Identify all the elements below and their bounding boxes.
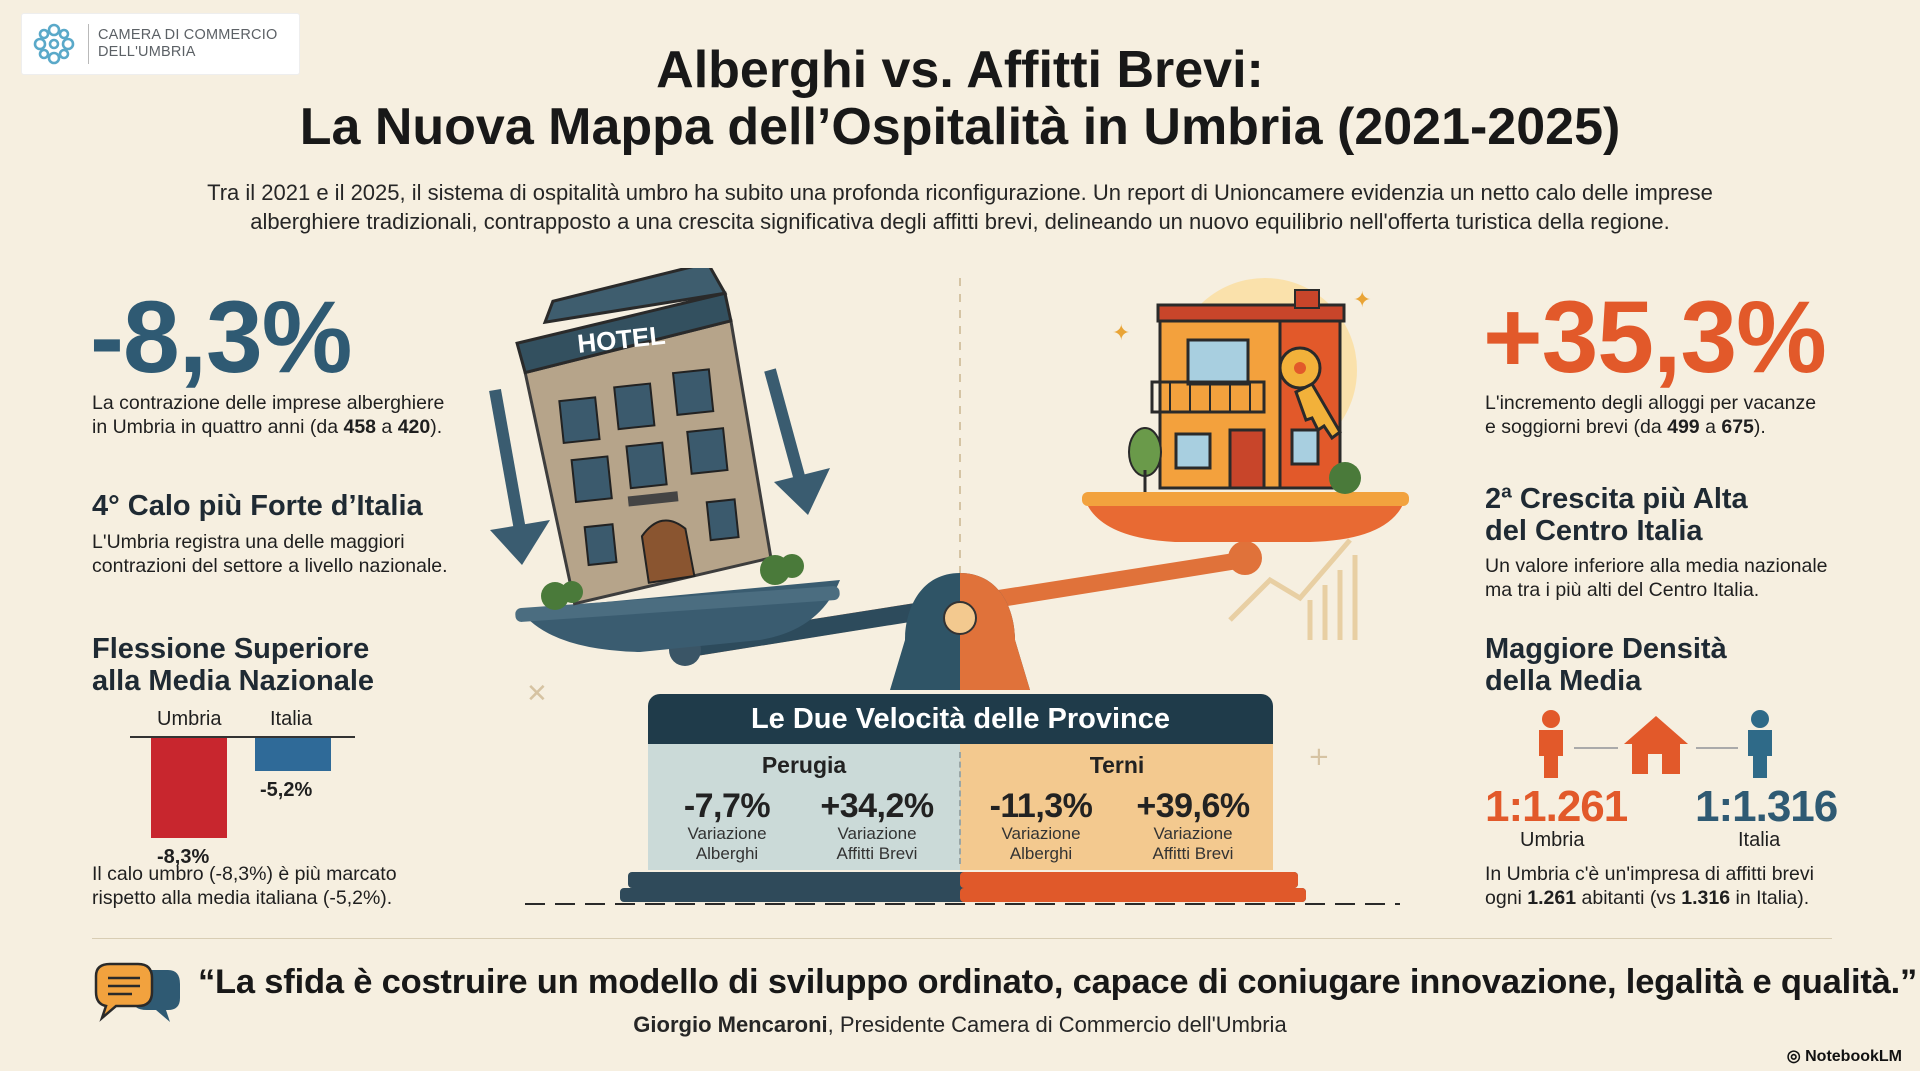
italia-bar-label: Italia [270,708,313,730]
down-arrow-icon [489,368,830,565]
terni-name: Terni [1089,752,1145,778]
quote-author: Giorgio Mencaroni, Presidente Camera di … [0,1012,1920,1038]
density-icons [1539,710,1772,778]
umbria-density-ratio: 1:1.261 [1485,782,1628,831]
perugia-alberghi-label: Variazione Alberghi [687,824,767,863]
logo-separator [88,24,89,64]
bar-baseline [130,736,355,738]
second-growth-description: Un valore inferiore alla media nazionale… [1485,555,1828,601]
house-small-icon [1624,716,1688,774]
svg-text:✦: ✦ [1353,288,1371,313]
terni-affitti-value: +39,6% [1136,787,1250,825]
fourth-decline-description: L'Umbria registra una delle maggiori cont… [92,531,448,577]
quote-divider [92,938,1832,939]
key-icon [1278,346,1342,441]
flessione-heading: Flessione Superiore alla Media Nazionale [92,633,375,697]
hotel-building-icon: HOTEL [515,268,773,606]
title-line-2: La Nuova Mappa dell’Ospitalità in Umbria… [299,98,1621,156]
intro-line-1: Tra il 2021 e il 2025, il sistema di osp… [207,180,1713,205]
umbria-bar [151,738,227,838]
notebooklm-icon: ◎ [1786,1048,1806,1065]
svg-text:✦: ✦ [1112,321,1130,346]
quote-text: “La sfida è costruire un modello di svil… [198,963,1918,1001]
umbria-bar-value: -8,3% [157,846,210,868]
decline-comparison-chart: Umbria Italia -8,3% -5,2% [125,706,365,868]
perugia-alberghi-value: -7,7% [683,787,771,825]
density-note: In Umbria c'è un'impresa di affitti brev… [1485,863,1814,909]
umbria-bar-label: Umbria [157,708,222,730]
umbria-density-label: Umbria [1520,829,1585,851]
density-heading: Maggiore Densità della Media [1485,633,1727,697]
perugia-panel [648,744,960,870]
right-pan [1085,500,1405,542]
italia-density-ratio: 1:1.316 [1695,782,1838,831]
second-growth-heading: 2ª Crescita più Alta del Centro Italia [1485,483,1748,547]
fourth-decline-heading: 4° Calo più Forte d’Italia [92,490,423,522]
chamber-logo-icon [33,23,75,65]
hotel-decline-stat: -8,3% [90,280,352,394]
intro-line-2: alberghiere tradizionali, contrapposto a… [250,209,1670,234]
hotel-decline-description: La contrazione delle imprese alberghiere… [92,392,445,438]
provinces-divider [959,752,961,864]
logo-line-1: CAMERA DI COMMERCIO [98,27,278,43]
italia-density-label: Italia [1738,829,1781,851]
terni-affitti-label: Variazione Affitti Brevi [1152,824,1234,863]
perugia-affitti-label: Variazione Affitti Brevi [836,824,918,863]
growth-chart-icon [1228,538,1358,640]
provinces-panel: Le Due Velocità delle Province Perugia T… [648,694,1273,870]
italia-bar [255,738,331,772]
terni-panel [960,744,1273,870]
terni-alberghi-value: -11,3% [989,787,1093,825]
italia-bar-value: -5,2% [260,779,313,802]
svg-text:+: + [1308,742,1330,772]
svg-text:✕: ✕ [526,679,548,709]
intro-paragraph: Tra il 2021 e il 2025, il sistema di osp… [150,178,1770,236]
perugia-affitti-value: +34,2% [820,787,934,825]
tree-icon [1128,427,1162,492]
rental-growth-description: L'incremento degli alloggi per vacanze e… [1485,392,1817,438]
quote-author-role: , Presidente Camera di Commercio dell'Um… [827,1012,1287,1037]
scale-illustration: ✦ ✦ ✕ + HOTEL [489,268,1409,905]
speech-bubbles-icon [94,962,180,1022]
logo-line-2: DELL'UMBRIA [98,44,196,60]
provinces-title: Le Due Velocità delle Province [648,694,1273,744]
title-line-1: Alberghi vs. Affitti Brevi: [656,41,1264,99]
person-italia-icon [1748,710,1772,778]
chamber-logo: CAMERA DI COMMERCIO DELL'UMBRIA [22,14,299,74]
person-umbria-icon [1539,710,1563,778]
rental-growth-stat: +35,3% [1483,280,1827,394]
logo-text: CAMERA DI COMMERCIO DELL'UMBRIA [98,27,277,61]
decline-comparison-note: Il calo umbro (-8,3%) è più marcato rispe… [92,863,397,909]
notebooklm-brand: ◎ NotebookLM [1786,1048,1902,1065]
page-title: Alberghi vs. Affitti Brevi: La Nuova Map… [0,42,1920,156]
quote-author-name: Giorgio Mencaroni [633,1012,828,1037]
perugia-name: Perugia [761,752,847,778]
terni-alberghi-label: Variazione Alberghi [1001,824,1081,863]
